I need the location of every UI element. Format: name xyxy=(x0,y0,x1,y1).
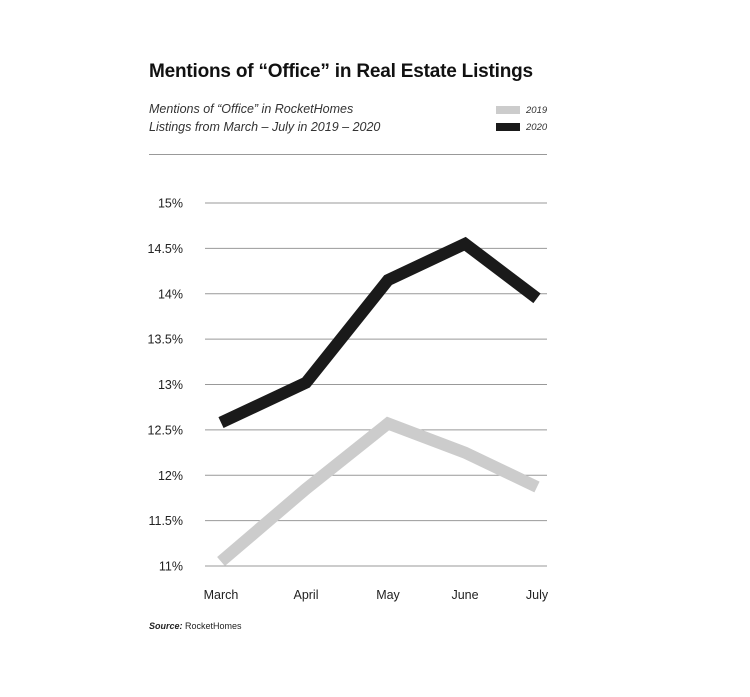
legend-swatch-2019 xyxy=(496,106,520,114)
y-tick-label: 11% xyxy=(159,560,183,574)
y-tick-label: 12.5% xyxy=(148,423,183,437)
legend-swatch-2020 xyxy=(496,123,520,131)
series-line-2019 xyxy=(217,416,540,567)
legend-item-2020: 2020 xyxy=(496,121,547,133)
legend-label-2019: 2019 xyxy=(526,104,548,116)
chart-title: Mentions of “Office” in Real Estate List… xyxy=(149,61,533,82)
y-tick-label: 11.5% xyxy=(148,514,183,528)
y-axis-tick-labels: 11% 11.5% 12% 12.5% 13% 13.5% 14% 14.5% 15% xyxy=(148,197,183,574)
source-label: Source: xyxy=(149,621,183,631)
y-tick-label: 14% xyxy=(158,287,183,301)
y-tick-label: 12% xyxy=(158,469,183,483)
y-tick-label: 15% xyxy=(158,197,183,211)
legend-item-2019: 2019 xyxy=(496,104,547,116)
y-tick-label: 13.5% xyxy=(148,333,183,347)
x-tick-label: May xyxy=(376,588,400,602)
source-note: Source: RocketHomes xyxy=(149,621,242,631)
y-tick-label: 14.5% xyxy=(148,242,183,256)
header-divider xyxy=(149,154,547,155)
legend-label-2020: 2020 xyxy=(526,121,548,133)
x-tick-label: July xyxy=(526,588,549,602)
x-tick-label: June xyxy=(451,588,478,602)
y-tick-label: 13% xyxy=(158,378,183,392)
x-axis-tick-labels: March April May June July xyxy=(204,588,549,602)
gridlines xyxy=(205,202,547,567)
chart-subtitle-line-1: Mentions of “Office” in RocketHomes xyxy=(149,102,354,116)
series-line-2020 xyxy=(218,236,541,429)
x-tick-label: March xyxy=(204,588,239,602)
series-lines xyxy=(217,236,541,567)
x-tick-label: April xyxy=(293,588,318,602)
source-value: RocketHomes xyxy=(185,621,242,631)
chart-subtitle-line-2: Listings from March – July in 2019 – 202… xyxy=(149,120,381,134)
